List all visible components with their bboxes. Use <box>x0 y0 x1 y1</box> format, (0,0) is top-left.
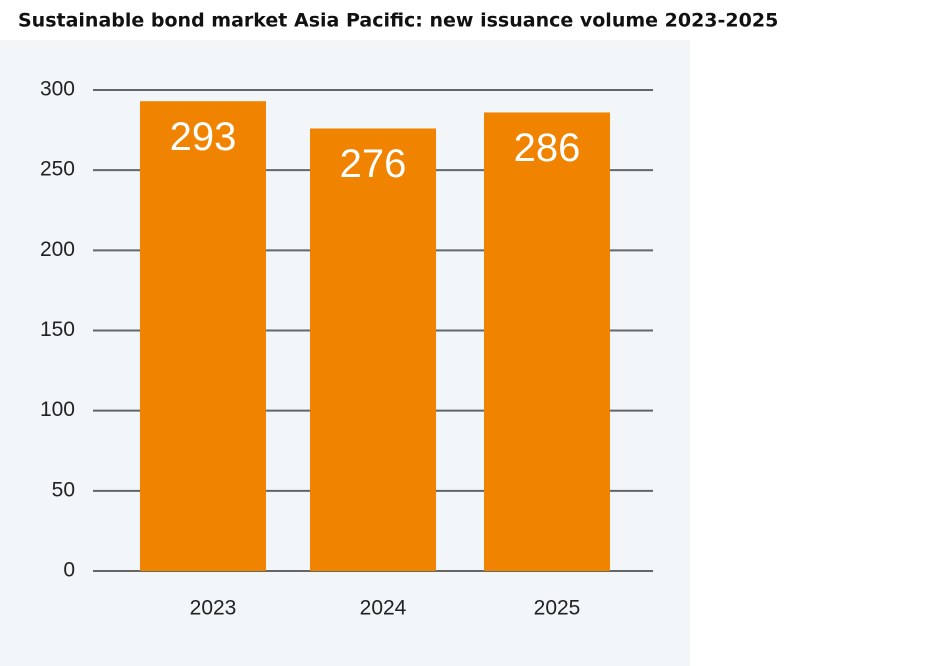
y-tick-label: 150 <box>40 318 75 341</box>
y-tick-label: 250 <box>40 158 75 181</box>
y-tick-label: 200 <box>40 238 75 261</box>
bar <box>140 101 266 572</box>
y-tick-label: 50 <box>52 478 75 501</box>
bar <box>310 128 436 572</box>
bar <box>484 112 610 572</box>
x-tick-label: 2024 <box>360 597 407 620</box>
value-label: 286 <box>514 126 581 170</box>
y-tick-label: 0 <box>63 559 75 582</box>
x-tick-label: 2025 <box>534 597 581 620</box>
y-tick-label: 100 <box>40 398 75 421</box>
y-tick-label: 300 <box>40 78 75 101</box>
x-tick-label: 2023 <box>190 597 237 620</box>
chart-title: Sustainable bond market Asia Pacific: ne… <box>18 10 778 32</box>
value-label: 293 <box>170 115 237 159</box>
value-label: 276 <box>340 142 407 186</box>
